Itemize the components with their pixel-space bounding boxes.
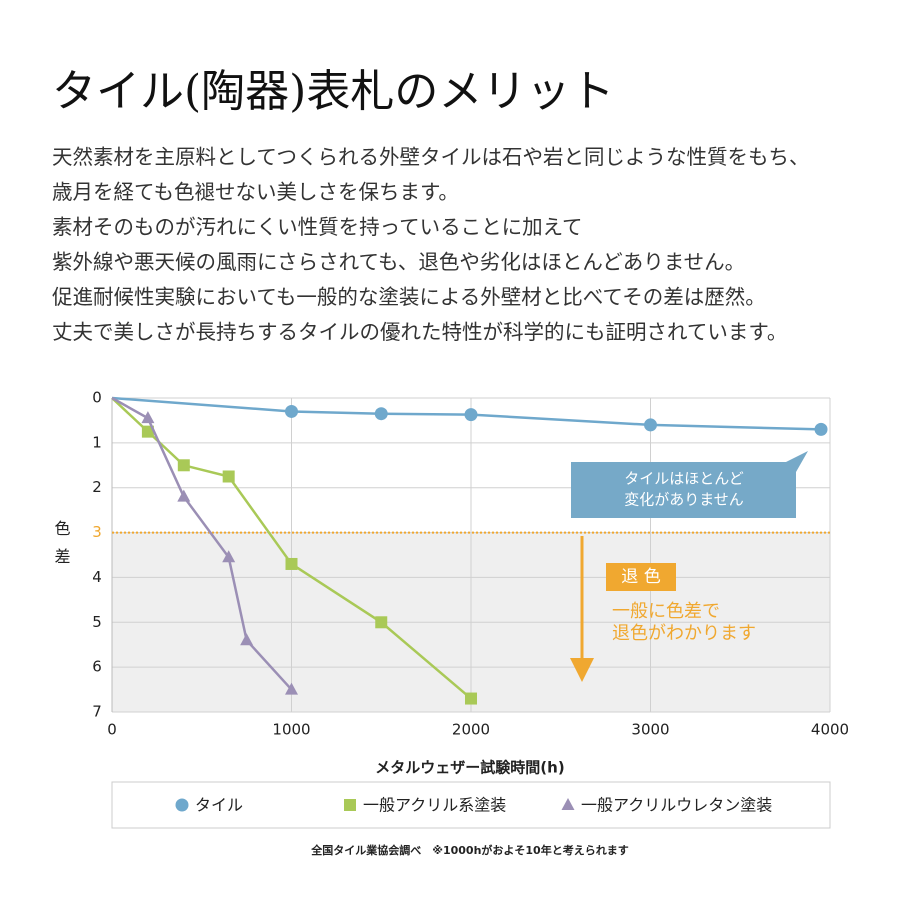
y-tick-label: 2	[92, 478, 102, 496]
fade-arrow-head	[570, 658, 594, 682]
legend-marker	[344, 799, 356, 811]
y-tick-label: 7	[92, 703, 102, 721]
x-tick-label: 0	[107, 721, 117, 739]
description-line: 丈夫で美しさが長持ちするタイルの優れた特性が科学的にも証明されています。	[52, 320, 788, 344]
data-point	[285, 557, 298, 570]
fade-note: 退色がわかります	[612, 623, 756, 644]
description-line: 天然素材を主原料としてつくられる外壁タイルは石や岩と同じような性質をもち、	[52, 145, 810, 169]
data-point	[177, 489, 191, 502]
source-note: 全国タイル業協会調べ ※1000hがおよそ10年と考えられます	[310, 843, 628, 857]
page-title: タイル(陶器)表札のメリット	[52, 66, 615, 117]
y-axis-label: 色差	[52, 520, 71, 576]
data-point	[285, 682, 298, 695]
description-line: 素材そのものが汚れにくい性質を持っていることに加えて	[52, 215, 583, 239]
data-point	[222, 470, 235, 483]
legend-label: タイル	[195, 796, 243, 815]
callout-text: タイルはほとんど	[624, 470, 744, 488]
y-tick-label: 3	[92, 523, 102, 541]
callout-box	[571, 451, 808, 518]
data-point	[465, 692, 477, 705]
y-tick-label: 0	[92, 389, 102, 407]
fade-note: 一般に色差で	[612, 601, 720, 622]
callout-text: 変化がありません	[624, 491, 744, 509]
fade-label: 退 色	[621, 567, 660, 587]
data-point	[222, 550, 236, 563]
data-point	[644, 418, 657, 432]
legend-marker	[561, 798, 575, 810]
data-point	[464, 408, 478, 422]
series-line	[111, 396, 293, 691]
data-point	[285, 404, 298, 418]
data-point	[177, 459, 190, 472]
y-tick-label: 6	[92, 658, 102, 676]
series-line	[111, 396, 822, 431]
fade-label-box	[606, 563, 676, 591]
legend-box	[111, 781, 831, 829]
description-line: 紫外線や悪天候の風雨にさらされても、退色や劣化はほとんどありません。	[52, 250, 746, 274]
x-tick-label: 3000	[631, 721, 669, 739]
y-tick-label: 1	[92, 433, 102, 451]
y-tick-label: 4	[92, 568, 102, 586]
x-tick-label: 2000	[452, 721, 490, 739]
x-tick-label: 1000	[272, 721, 310, 739]
legend-label: 一般アクリルウレタン塗装	[581, 796, 772, 815]
data-point	[814, 422, 828, 436]
y-tick-label: 5	[92, 613, 102, 631]
description-line: 歳月を経ても色褪せない美しさを保ちます。	[52, 180, 459, 204]
data-point	[240, 633, 254, 646]
data-point	[374, 407, 388, 421]
legend-marker	[175, 798, 189, 812]
description: 天然素材を主原料としてつくられる外壁タイルは石や岩と同じような性質をもち、 歳月を…	[52, 140, 809, 350]
data-point	[375, 616, 388, 629]
description-line: 促進耐候性実験においても一般的な塗装による外壁材と比べてその差は歴然。	[52, 285, 766, 309]
legend-label: 一般アクリル系塗装	[363, 796, 506, 815]
data-point	[141, 411, 155, 424]
x-axis-label: メタルウェザー試験時間(h)	[375, 759, 564, 777]
data-point	[141, 425, 154, 438]
x-tick-label: 4000	[811, 721, 849, 739]
